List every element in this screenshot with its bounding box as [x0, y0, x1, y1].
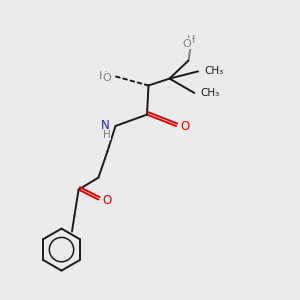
Text: O: O	[103, 73, 112, 83]
Text: CH₃: CH₃	[204, 66, 223, 76]
Text: O: O	[183, 39, 192, 49]
Text: H: H	[103, 130, 110, 140]
Text: N: N	[101, 119, 110, 132]
Text: O: O	[180, 120, 189, 133]
Text: H: H	[99, 70, 107, 81]
Text: H: H	[187, 35, 196, 45]
Text: O: O	[103, 194, 112, 207]
Text: CH₃: CH₃	[200, 88, 220, 98]
